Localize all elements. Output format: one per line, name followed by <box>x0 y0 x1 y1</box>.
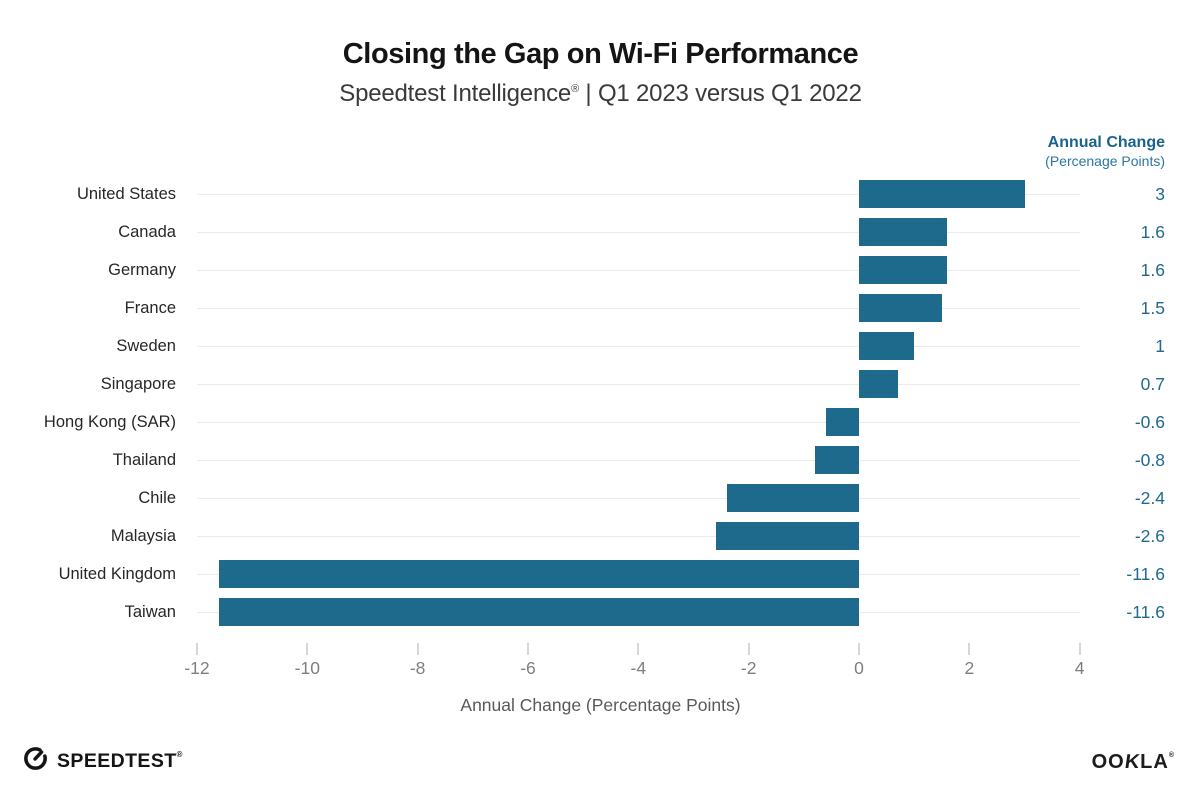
value-column-header: Annual Change (Percenage Points) <box>1045 133 1165 171</box>
value-label: 3 <box>1155 184 1165 204</box>
x-tick <box>526 643 529 655</box>
value-label: 1.6 <box>1140 260 1165 280</box>
bar <box>859 370 898 398</box>
gridline <box>197 193 1080 195</box>
bar <box>219 560 859 588</box>
x-tick-label: -12 <box>184 658 210 678</box>
x-tick-label: 2 <box>964 658 975 678</box>
gridline <box>197 459 1080 461</box>
country-label: United Kingdom <box>58 565 176 583</box>
value-label: 1 <box>1155 336 1165 356</box>
value-label: -11.6 <box>1126 602 1165 622</box>
x-tick-label: -10 <box>294 658 320 678</box>
x-tick-label: -6 <box>520 658 536 678</box>
bar <box>859 256 948 284</box>
ookla-text-k: K <box>1123 751 1142 773</box>
gridline <box>197 421 1080 423</box>
value-label: -2.6 <box>1134 526 1165 546</box>
country-label: Malaysia <box>110 527 176 545</box>
gridline <box>197 307 1080 309</box>
x-tick-label: 4 <box>1074 658 1085 678</box>
country-label: Canada <box>118 223 176 241</box>
gridline <box>197 269 1080 271</box>
x-tick <box>747 643 750 655</box>
x-tick <box>968 643 971 655</box>
speedtest-registered-mark: ® <box>176 750 183 759</box>
gridline <box>197 345 1080 347</box>
subtitle-brand: Speedtest Intelligence <box>339 80 572 107</box>
gridline <box>197 383 1080 385</box>
bar <box>814 446 859 474</box>
x-tick <box>858 643 860 655</box>
ookla-registered-mark: ® <box>1168 752 1174 759</box>
country-label: Hong Kong (SAR) <box>43 413 176 431</box>
value-label: -0.6 <box>1134 412 1165 432</box>
country-label: Chile <box>138 489 176 507</box>
bar <box>859 180 1025 208</box>
country-label: Sweden <box>116 337 176 355</box>
gridline <box>197 535 1080 537</box>
subtitle-period: | Q1 2023 versus Q1 2022 <box>578 80 862 107</box>
speedtest-wordmark: SPEEDTEST® <box>57 742 183 774</box>
speedtest-logo: SPEEDTEST® <box>22 742 183 774</box>
x-tick <box>637 643 640 655</box>
value-label: -0.8 <box>1134 450 1165 470</box>
x-tick-label: 0 <box>854 658 864 678</box>
country-label: Taiwan <box>124 603 176 621</box>
bar <box>859 294 942 322</box>
ookla-text-la: LA <box>1140 751 1169 773</box>
ookla-logo: OOKLA® <box>1092 744 1174 774</box>
value-label: -11.6 <box>1126 564 1165 584</box>
x-tick-label: -4 <box>630 658 647 678</box>
bar <box>219 598 859 626</box>
x-axis-title: Annual Change (Percentage Points) <box>0 695 1201 716</box>
speedtest-gauge-icon <box>24 746 47 770</box>
bar <box>726 484 859 512</box>
bar <box>715 522 859 550</box>
x-tick-label: -2 <box>740 658 757 678</box>
x-tick <box>1078 643 1081 655</box>
value-column-header-line2: (Percenage Points) <box>1045 153 1165 169</box>
value-label: 1.5 <box>1140 298 1165 318</box>
value-label: -2.4 <box>1134 488 1165 508</box>
country-label: France <box>124 299 176 317</box>
value-label: 1.6 <box>1140 222 1165 242</box>
x-tick <box>195 643 198 655</box>
country-label: Germany <box>108 261 176 279</box>
x-tick-label: -8 <box>409 658 426 678</box>
country-label: United States <box>76 185 176 203</box>
bar <box>859 218 948 246</box>
x-tick <box>306 643 309 655</box>
speedtest-text: SPEEDTEST <box>57 750 177 772</box>
ookla-text-oo: OO <box>1091 751 1125 773</box>
country-label: Singapore <box>100 375 176 393</box>
bar <box>859 332 915 360</box>
gridline <box>197 497 1080 499</box>
value-column-header-line1: Annual Change <box>1047 134 1165 151</box>
chart-title: Closing the Gap on Wi-Fi Performance <box>342 38 859 70</box>
chart-subtitle: Speedtest Intelligence® | Q1 2023 versus… <box>0 80 1201 108</box>
x-tick <box>416 643 419 655</box>
registered-mark: ® <box>571 83 579 95</box>
value-label: 0.7 <box>1140 374 1165 394</box>
gridline <box>197 231 1080 233</box>
x-axis-title-text: Annual Change (Percentage Points) <box>460 695 741 715</box>
country-label: Thailand <box>112 451 176 469</box>
bar <box>825 408 859 436</box>
